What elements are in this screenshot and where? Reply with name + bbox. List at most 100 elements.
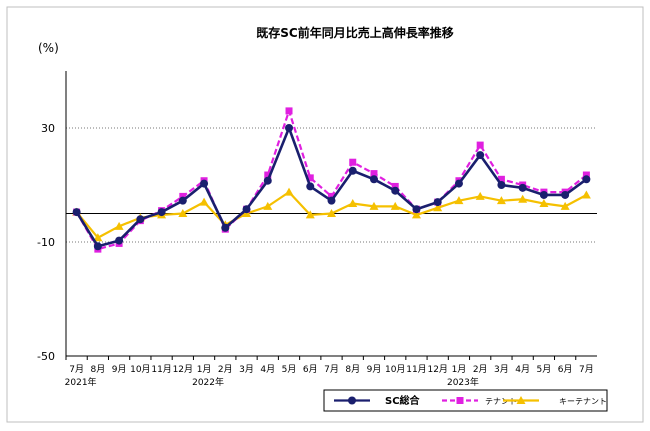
data-point — [412, 205, 421, 214]
data-point — [264, 171, 272, 179]
x-tick-label: 11月 — [406, 364, 426, 375]
data-point — [560, 201, 570, 210]
y-axis-unit: (%) — [38, 41, 59, 55]
x-tick-label: 3月 — [494, 364, 509, 375]
x-year-label: 2023年 — [447, 376, 479, 388]
x-tick-label: 2月 — [473, 364, 488, 375]
data-point — [242, 205, 251, 214]
x-tick-label: 7月 — [69, 364, 84, 375]
data-point — [369, 201, 379, 210]
data-point — [539, 199, 549, 208]
data-point — [157, 208, 166, 217]
data-point — [327, 209, 336, 217]
data-point — [284, 187, 294, 196]
data-point — [306, 182, 315, 191]
data-point — [306, 174, 314, 182]
x-tick-label: 10月 — [130, 364, 150, 375]
x-tick-label: 5月 — [282, 364, 297, 375]
legend-item: キーテナント — [503, 396, 607, 406]
data-point — [93, 242, 102, 251]
data-point — [476, 141, 484, 149]
x-tick-label: 3月 — [239, 364, 254, 375]
x-tick-label: 7月 — [579, 364, 594, 375]
data-point — [582, 175, 591, 184]
x-tick-label: 10月 — [385, 364, 405, 375]
y-tick-label: -50 — [37, 350, 55, 363]
x-tick-label: 5月 — [537, 364, 552, 375]
data-point — [369, 175, 378, 184]
data-point — [221, 223, 230, 232]
data-point — [136, 215, 145, 224]
data-point — [200, 179, 209, 188]
x-tick-label: 4月 — [260, 364, 275, 375]
y-tick-label: 30 — [41, 122, 55, 135]
data-point — [518, 194, 528, 203]
data-point — [179, 192, 187, 200]
data-point — [582, 171, 590, 179]
legend-swatch-marker — [516, 396, 526, 404]
data-point — [178, 196, 187, 205]
data-point — [561, 190, 570, 199]
x-tick-label: 9月 — [367, 364, 382, 375]
x-tick-label: 1月 — [197, 364, 212, 375]
legend-label: SC総合 — [385, 394, 421, 407]
data-point — [476, 151, 485, 160]
x-tick-label: 12月 — [173, 364, 193, 375]
legend-layer: SC総合 テナント キーテナント — [323, 389, 608, 412]
data-point — [518, 183, 527, 192]
data-point — [475, 191, 485, 200]
data-point — [411, 210, 421, 219]
x-tick-label: 6月 — [558, 364, 573, 375]
data-point — [263, 176, 272, 185]
legend-item: テナント — [442, 397, 517, 406]
data-point — [391, 186, 400, 195]
data-point — [454, 196, 464, 205]
data-point — [199, 197, 209, 206]
x-tick-label: 11月 — [151, 364, 171, 375]
legend-box — [323, 389, 608, 412]
data-point — [433, 198, 442, 207]
x-tick-label: 2月 — [218, 364, 233, 375]
x-tick-label: 12月 — [427, 364, 447, 375]
data-point — [348, 199, 358, 208]
data-point — [539, 190, 548, 199]
data-point — [497, 181, 506, 189]
chart-title: 既存SC前年同月比売上高伸長率推移 — [256, 25, 453, 40]
data-point — [305, 210, 315, 219]
data-point — [348, 166, 357, 175]
data-point — [263, 201, 273, 210]
x-year-label: 2022年 — [192, 376, 224, 388]
x-tick-label: 1月 — [452, 364, 467, 375]
data-point — [328, 192, 335, 200]
data-point — [93, 233, 103, 242]
legend-label: キーテナント — [559, 397, 607, 406]
legend-swatch-marker — [348, 396, 356, 405]
series-0 — [72, 124, 591, 251]
x-tick-label: 4月 — [515, 364, 530, 375]
data-point — [581, 190, 591, 199]
data-point — [178, 209, 188, 217]
data-point — [390, 201, 400, 210]
legend-swatch-marker — [456, 397, 464, 404]
x-tick-label: 9月 — [112, 364, 127, 375]
x-tick-label: 8月 — [345, 364, 360, 375]
y-tick-label: -10 — [37, 236, 55, 249]
data-point — [497, 175, 505, 183]
series-layer — [72, 107, 591, 253]
legend-label: テナント — [485, 397, 517, 406]
data-point — [433, 203, 443, 212]
x-tick-label: 8月 — [90, 364, 105, 375]
data-point — [327, 196, 336, 205]
data-point — [115, 236, 124, 245]
data-point — [391, 182, 399, 190]
data-point — [285, 124, 294, 132]
x-year-label: 2021年 — [65, 376, 97, 388]
x-tick-label: 6月 — [303, 364, 318, 375]
data-point — [370, 170, 378, 178]
data-point — [72, 208, 81, 217]
data-point — [349, 158, 357, 166]
data-point — [114, 221, 124, 230]
